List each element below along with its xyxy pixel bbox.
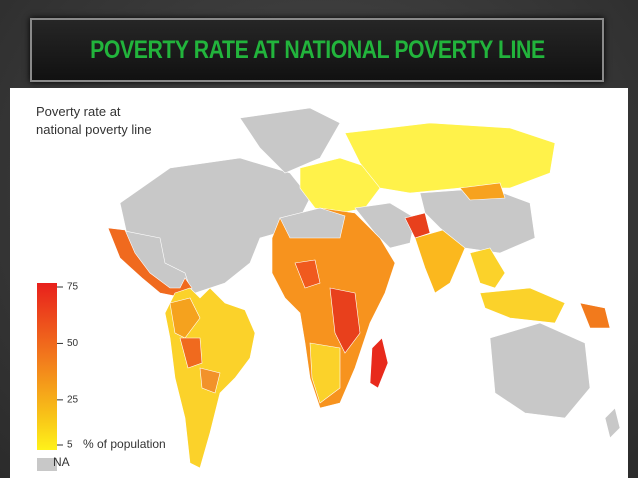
legend-tick-label: 75 bbox=[67, 282, 79, 293]
map-title: national poverty line bbox=[36, 122, 152, 137]
legend-unit: % of population bbox=[83, 437, 166, 451]
legend-tick-label: 5 bbox=[67, 440, 73, 451]
color-scale bbox=[37, 283, 57, 450]
na-swatch bbox=[37, 458, 57, 471]
map-title: Poverty rate at bbox=[36, 104, 121, 119]
legend-tick-label: 25 bbox=[67, 394, 79, 405]
title-box: POVERTY RATE AT NATIONAL POVERTY LINE bbox=[30, 18, 604, 82]
slide-title: POVERTY RATE AT NATIONAL POVERTY LINE bbox=[89, 35, 545, 64]
legend-tick-label: 50 bbox=[67, 338, 79, 349]
map-panel: Poverty rate at national poverty line NA… bbox=[10, 88, 628, 478]
na-label: NA bbox=[53, 455, 70, 469]
land bbox=[107, 107, 621, 469]
